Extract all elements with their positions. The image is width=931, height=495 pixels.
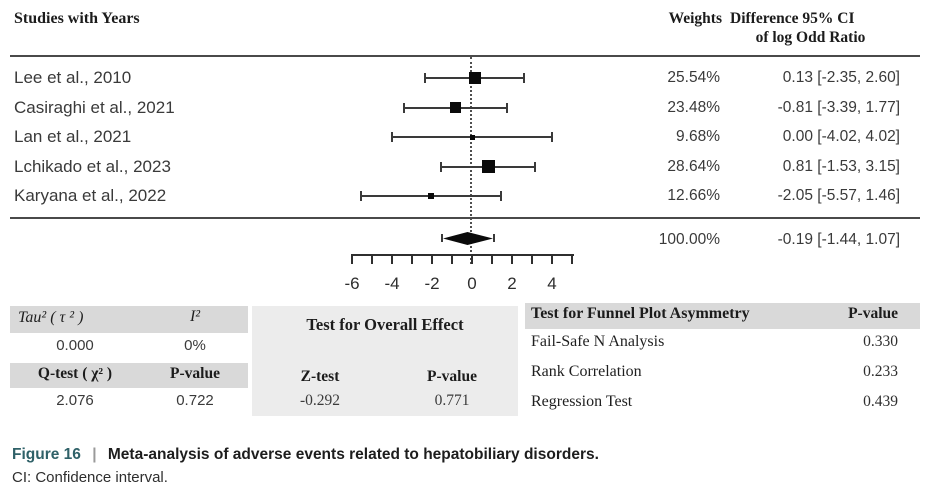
ztest-value: -0.292 <box>299 392 341 409</box>
x-axis-line <box>352 254 574 256</box>
x-axis-tick <box>451 254 453 264</box>
weights-column-header: Weights <box>668 10 722 27</box>
ci-right-cap <box>523 73 525 83</box>
x-axis-tick <box>511 254 513 264</box>
point-estimate-marker <box>469 134 475 140</box>
x-axis-tick <box>491 254 493 264</box>
overall-effect-title: Test for Overall Effect <box>306 315 464 334</box>
x-axis-tick <box>351 254 353 264</box>
header-separator-line <box>10 55 920 57</box>
studies-column-header: Studies with Years <box>14 10 140 27</box>
ztest-label: Z-test <box>300 368 340 385</box>
qtest-header-band <box>10 363 248 388</box>
x-axis-tick <box>431 254 433 264</box>
study-label: Lee et al., 2010 <box>14 68 132 87</box>
overall-effect-block: Test for Overall Effect Z-test P-value -… <box>252 306 518 416</box>
ci-left-cap <box>440 161 443 172</box>
figure-number: Figure 16 <box>12 446 81 463</box>
caption-title: Meta-analysis of adverse events related … <box>107 446 599 463</box>
ci-right-cap <box>534 161 536 172</box>
funnel-pvalue-column-label: P-value <box>848 305 898 322</box>
overall-separator-line <box>10 217 920 219</box>
study-ci-text: 0.00 [-4.02, 4.02] <box>782 128 900 145</box>
x-axis-tick-label: -4 <box>384 274 400 293</box>
i2-value: 0% <box>184 337 206 354</box>
x-axis-tick <box>531 254 533 264</box>
point-estimate-marker <box>468 72 481 84</box>
x-axis-tick <box>371 254 373 264</box>
funnel-row-pvalue: 0.330 <box>863 333 898 350</box>
x-axis-tick <box>551 254 553 264</box>
ztest-pvalue-label: P-value <box>427 368 477 385</box>
x-axis-tick-label: -2 <box>424 274 440 293</box>
ci-right-cap <box>551 132 554 142</box>
tau2-value: 0.000 <box>56 337 94 354</box>
study-label: Karyana et al., 2022 <box>14 186 167 205</box>
diamond-right-cap <box>493 234 495 242</box>
overall-weight: 100.00% <box>658 231 720 248</box>
study-ci-text: 0.13 [-2.35, 2.60] <box>782 69 900 86</box>
study-label: Lchikado et al., 2023 <box>14 156 171 176</box>
funnel-row-label: Regression Test <box>531 393 633 410</box>
qtest-value: 2.076 <box>56 392 94 409</box>
funnel-row-pvalue: 0.233 <box>863 363 898 380</box>
funnel-row-pvalue: 0.439 <box>863 393 898 410</box>
ci-right-cap <box>506 102 509 113</box>
zero-reference-line <box>470 57 472 264</box>
x-axis-tick-label: 2 <box>507 274 517 293</box>
ztest-pvalue: 0.771 <box>434 392 470 409</box>
funnel-title: Test for Funnel Plot Asymmetry <box>531 305 750 322</box>
overall-ci-text: -0.19 [-1.44, 1.07] <box>777 231 900 248</box>
x-axis-tick-label: 4 <box>547 274 557 293</box>
study-label: Casiraghi et al., 2021 <box>14 97 175 117</box>
caption-note: CI: Confidence interval. <box>12 469 168 486</box>
x-axis-tick <box>391 254 393 264</box>
study-weight: 23.48% <box>667 98 720 116</box>
study-label: Lan et al., 2021 <box>14 127 132 146</box>
difference-column-header-line2: of log Odd Ratio <box>755 29 866 46</box>
ci-left-cap <box>359 191 362 201</box>
x-axis-tick <box>471 254 473 264</box>
ci-left-cap <box>424 73 426 83</box>
difference-column-header-line1: Difference 95% CI <box>730 10 855 27</box>
x-axis-tick-label: 0 <box>467 274 477 293</box>
ci-right-cap <box>500 191 503 201</box>
point-estimate-marker <box>428 193 434 199</box>
funnel-header-band <box>525 303 920 329</box>
study-weight: 28.64% <box>667 157 720 175</box>
study-ci-text: -2.05 [-5.57, 1.46] <box>777 187 900 204</box>
funnel-row-label: Rank Correlation <box>531 363 642 380</box>
qtest-pvalue: 0.722 <box>176 392 214 409</box>
figure-caption: Figure 16 | Meta-analysis of adverse eve… <box>12 446 599 464</box>
point-estimate-marker <box>450 102 462 113</box>
x-axis-tick-label: -6 <box>344 274 360 293</box>
ci-left-cap <box>390 132 393 142</box>
study-weight: 9.68% <box>676 128 720 145</box>
study-ci-text: 0.81 [-1.53, 3.15] <box>782 157 900 175</box>
funnel-row-label: Fail-Safe N Analysis <box>531 333 665 350</box>
x-axis-tick <box>411 254 413 264</box>
study-weight: 25.54% <box>667 69 720 86</box>
pooled-estimate-diamond <box>443 232 493 245</box>
study-ci-text: -0.81 [-3.39, 1.77] <box>777 98 900 116</box>
tau2-label: Tau² ( τ ² ) <box>18 309 84 326</box>
qtest-label: Q-test ( χ² ) <box>37 365 113 382</box>
heterogeneity-header-band <box>10 306 248 333</box>
i2-label: I² <box>189 308 201 325</box>
qtest-pvalue-label: P-value <box>170 365 220 382</box>
x-axis-tick <box>571 254 573 264</box>
diamond-left-cap <box>441 234 443 242</box>
study-weight: 12.66% <box>667 187 720 204</box>
ci-left-cap <box>403 102 406 113</box>
point-estimate-marker <box>481 160 495 173</box>
caption-separator: | <box>92 446 97 463</box>
